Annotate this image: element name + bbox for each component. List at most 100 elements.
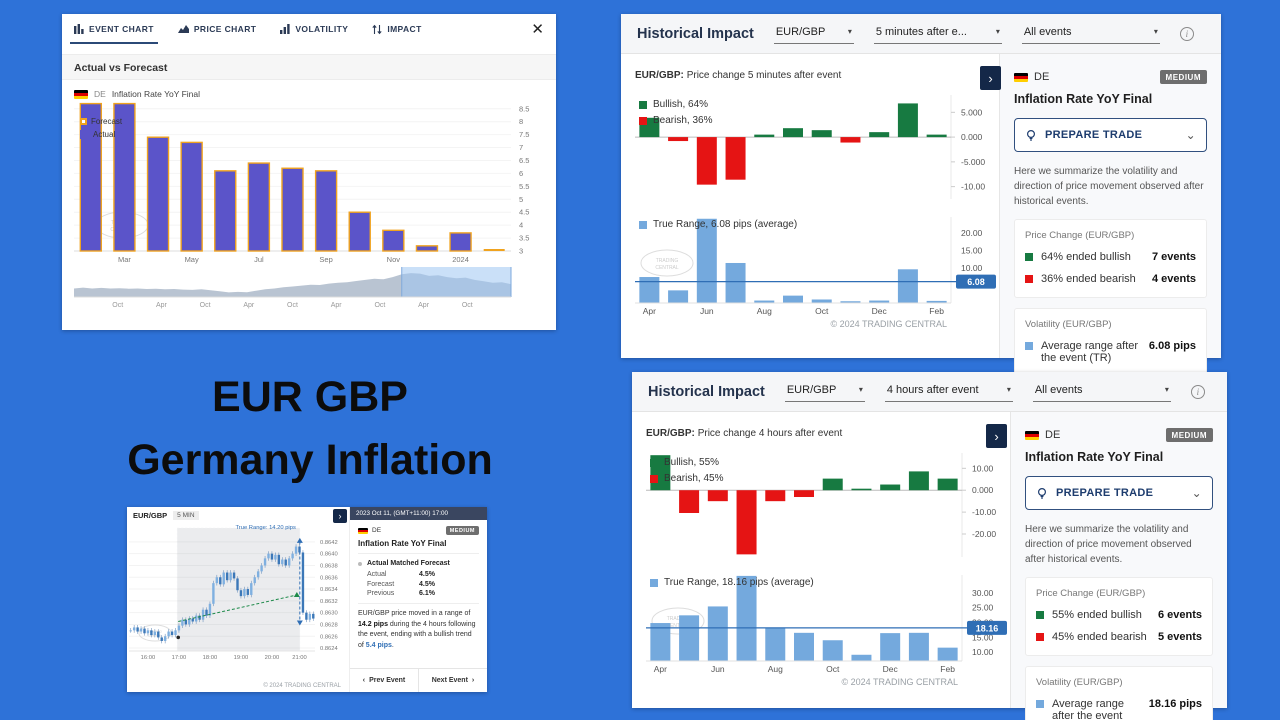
event-name: Inflation Rate YoY Final	[1025, 450, 1164, 464]
panel-body: EUR/GBP: Price change 4 hours after even…	[632, 412, 1227, 720]
svg-text:10.00: 10.00	[972, 463, 994, 473]
bullish-swatch	[639, 100, 647, 109]
historical-impact-panel-4h: Historical Impact EUR/GBP ▾ 4 hours after…	[632, 372, 1227, 720]
pair-dropdown[interactable]: EUR/GBP ▾	[784, 382, 865, 402]
legend-bearish[interactable]: Bearish, 45%	[650, 473, 723, 484]
tab-impact[interactable]: IMPACT	[372, 14, 421, 44]
event-chart-panel: EVENT CHART PRICE CHART VOLATILITY IMPAC…	[62, 14, 556, 330]
svg-text:8.5: 8.5	[519, 104, 529, 113]
lightbulb-icon	[1026, 129, 1036, 141]
bearish-swatch	[639, 116, 647, 125]
svg-text:Dec: Dec	[872, 306, 888, 316]
legend-true-range[interactable]: True Range, 18.16 pips (average)	[650, 577, 814, 588]
tab-price-chart[interactable]: PRICE CHART	[177, 14, 257, 44]
svg-text:20.00: 20.00	[961, 228, 983, 238]
legend-bearish[interactable]: Bearish, 36%	[639, 115, 712, 126]
bullish-swatch	[1036, 611, 1044, 619]
bearish-swatch	[1025, 275, 1033, 283]
svg-text:0.8638: 0.8638	[320, 563, 338, 569]
prev-event-button[interactable]: ‹ Prev Event	[350, 669, 419, 692]
importance-badge: MEDIUM	[445, 526, 479, 535]
svg-text:CENTRAL: CENTRAL	[655, 265, 679, 271]
info-icon[interactable]: i	[1179, 26, 1194, 41]
svg-text:Apr: Apr	[654, 664, 667, 674]
bearish-events-count: 5 events	[1157, 631, 1202, 643]
tab-event-chart[interactable]: EVENT CHART	[70, 14, 158, 44]
event-name: Inflation Rate YoY Final	[111, 89, 201, 99]
details-top-row: DE MEDIUM	[358, 526, 479, 535]
details-body: DE MEDIUM Inflation Rate YoY Final Actua…	[350, 520, 487, 668]
average-range-row: Average range after the event (TR)18.16 …	[1036, 698, 1202, 720]
legend-actual[interactable]: Actual	[80, 130, 122, 139]
svg-text:Apr: Apr	[418, 302, 430, 309]
event-sidebar: DE MEDIUM Inflation Rate YoY Final PREPA…	[1010, 412, 1227, 720]
legend-bullish[interactable]: Bullish, 55%	[650, 457, 723, 468]
svg-text:0.8626: 0.8626	[320, 634, 338, 640]
true-range-bars: 20.0015.0010.005.00TRADINGCENTRAL6.08Apr…	[635, 213, 999, 317]
next-event-button[interactable]: Next Event ›	[431, 677, 475, 684]
chart-legend: Forecast Actual	[80, 117, 122, 143]
chart-navigator[interactable]: Oct Apr Oct Apr Oct Apr Oct Apr Oct	[74, 267, 548, 309]
chart-subtitle: EUR/GBP: Price change 5 minutes after ev…	[635, 70, 842, 81]
collapse-sidebar-button[interactable]: ›	[980, 66, 1001, 90]
svg-text:Aug: Aug	[757, 306, 772, 316]
events-dropdown[interactable]: All events ▾	[1021, 24, 1160, 44]
germany-flag-icon	[1014, 72, 1028, 82]
event-meta-row: DE Inflation Rate YoY Final	[62, 80, 556, 101]
chevron-down-icon: ▾	[1164, 385, 1169, 394]
svg-text:TRADING: TRADING	[148, 629, 163, 633]
legend-true-range[interactable]: True Range, 6.08 pips (average)	[639, 219, 797, 230]
true-range-chart: True Range, 18.16 pips (average) 30.00 25…	[646, 571, 1010, 675]
sidebar-top-row: DE MEDIUM	[1014, 70, 1207, 84]
pair-dropdown[interactable]: EUR/GBP ▾	[773, 24, 854, 44]
copyright: © 2024 TRADING CENTRAL	[830, 319, 948, 329]
summary-text: Here we summarize the volatility and dir…	[1025, 524, 1192, 565]
time-window-dropdown[interactable]: 4 hours after event ▾	[884, 382, 1013, 402]
price-change-bars: 10.00 0.000 -10.00 -20.00	[646, 449, 1010, 561]
prepare-trade-button[interactable]: PREPARE TRADE ⌄	[1025, 476, 1213, 510]
svg-text:Oct: Oct	[287, 302, 298, 309]
chart-column: EUR/GBP: Price change 5 minutes after ev…	[621, 54, 999, 358]
actual-vs-forecast-chart: Forecast Actual 8.5 8 7.5 7 6.5 6 5.5 5 4.5 4 3.5 3…	[74, 101, 548, 267]
area-chart-icon	[177, 25, 189, 33]
event-datetime: 2023 Oct 11, (GMT+11:00) 17:00	[350, 507, 487, 520]
events-dropdown[interactable]: All events ▾	[1032, 382, 1171, 402]
actual-swatch	[80, 130, 89, 139]
svg-text:Oct: Oct	[112, 302, 123, 309]
prepare-trade-label: PREPARE TRADE	[1045, 129, 1143, 141]
collapse-sidebar-button[interactable]: ›	[333, 509, 347, 523]
true-range-chart: True Range, 6.08 pips (average) 20.00 15.…	[635, 213, 999, 317]
svg-text:6: 6	[519, 169, 523, 178]
svg-text:6.5: 6.5	[519, 156, 529, 165]
importance-badge: MEDIUM	[1159, 70, 1207, 84]
card-title: Volatility (EUR/GBP)	[1025, 319, 1112, 330]
svg-text:3: 3	[519, 247, 523, 256]
panel-header: Historical Impact EUR/GBP ▾ 5 minutes aft…	[621, 14, 1221, 54]
collapse-sidebar-button[interactable]: ›	[986, 424, 1007, 448]
svg-text:Oct: Oct	[462, 302, 473, 309]
timeframe-chip[interactable]: 5 MIN	[173, 511, 199, 520]
actual-row: Actual 4.5%	[367, 571, 435, 578]
svg-text:Apr: Apr	[331, 302, 343, 309]
headline-line1: EUR GBP	[212, 373, 408, 421]
true-range-swatch	[1036, 700, 1044, 708]
svg-text:16:00: 16:00	[141, 655, 156, 661]
close-icon[interactable]: ✕	[531, 20, 544, 38]
tab-volatility[interactable]: VOLATILITY	[280, 14, 348, 44]
true-range-swatch	[1025, 342, 1033, 350]
legend-forecast[interactable]: Forecast	[80, 117, 122, 126]
price-change-chart: Bullish, 64% Bearish, 36% 5.000 0.000 -5.0…	[635, 91, 999, 203]
panel-body: EUR/GBP: Price change 5 minutes after ev…	[621, 54, 1221, 377]
svg-text:Sep: Sep	[319, 255, 332, 264]
prepare-trade-button[interactable]: PREPARE TRADE ⌄	[1014, 118, 1207, 152]
result-rows: Actual 4.5% Forecast 4.5% Previous 6.1%	[367, 571, 479, 597]
info-icon[interactable]: i	[1190, 384, 1205, 399]
legend-bullish[interactable]: Bullish, 64%	[639, 99, 712, 110]
svg-text:25.00: 25.00	[972, 603, 994, 613]
time-window-dropdown[interactable]: 5 minutes after e... ▾	[873, 24, 1002, 44]
card-title: Volatility (EUR/GBP)	[1036, 677, 1123, 688]
tab-label: IMPACT	[387, 24, 422, 34]
chevron-down-icon: ▾	[858, 385, 863, 394]
chevron-down-icon: ▾	[1153, 27, 1158, 36]
svg-text:CENTRAL: CENTRAL	[666, 623, 690, 629]
